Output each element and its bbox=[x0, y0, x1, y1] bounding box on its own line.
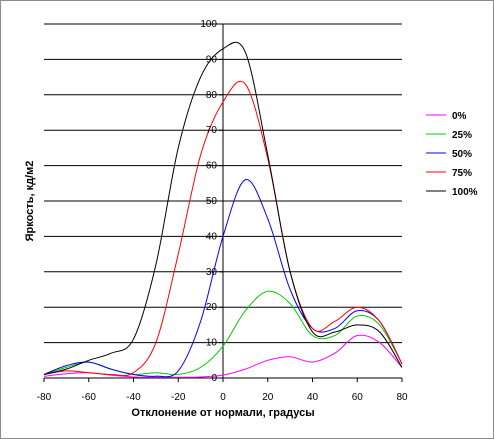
x-tick-label-4: 0 bbox=[220, 392, 226, 403]
x-axis-title: Отклонение от нормали, градусы bbox=[131, 407, 314, 419]
y-tick-label-10: 100 bbox=[200, 19, 217, 30]
series-line-2 bbox=[43, 179, 403, 378]
y-tick-label-3: 30 bbox=[206, 267, 218, 278]
series-layer bbox=[43, 41, 403, 378]
x-tick-label-3: -20 bbox=[171, 392, 186, 403]
x-tick-label-6: 40 bbox=[307, 392, 319, 403]
legend-label-0: 0% bbox=[452, 111, 467, 122]
legend-label-4: 100% bbox=[452, 187, 478, 198]
y-tick-label-2: 20 bbox=[206, 302, 218, 313]
legend-label-3: 75% bbox=[452, 168, 472, 179]
x-tick-label-2: -40 bbox=[126, 392, 141, 403]
x-tick-label-1: -60 bbox=[82, 392, 97, 403]
y-tick-label-5: 50 bbox=[206, 196, 218, 207]
x-tick-label-7: 60 bbox=[352, 392, 364, 403]
series-line-4 bbox=[43, 41, 403, 375]
axes bbox=[43, 23, 403, 382]
x-tick-label-8: 80 bbox=[396, 392, 408, 403]
x-tick-label-5: 20 bbox=[262, 392, 274, 403]
legend-label-2: 50% bbox=[452, 149, 472, 160]
y-tick-label-8: 80 bbox=[206, 90, 218, 101]
y-tick-label-7: 70 bbox=[206, 125, 218, 136]
legend: 0% 25% 50% 75% 100% bbox=[426, 111, 478, 198]
x-tick-label-0: -80 bbox=[37, 392, 52, 403]
y-tick-label-4: 40 bbox=[206, 231, 218, 242]
y-tick-label-6: 60 bbox=[206, 161, 218, 172]
tick-labels: -80 -60 -40 -20 0 20 40 60 80 0 10 20 30 40 50 60 70 80 90… bbox=[37, 19, 408, 403]
series-line-3 bbox=[43, 80, 403, 377]
y-axis-title: Яркость, кд/м2 bbox=[24, 161, 36, 242]
y-tick-label-0: 0 bbox=[211, 373, 217, 384]
legend-label-1: 25% bbox=[452, 130, 472, 141]
y-tick-label-1: 10 bbox=[206, 338, 218, 349]
y-tick-label-9: 90 bbox=[206, 54, 218, 65]
